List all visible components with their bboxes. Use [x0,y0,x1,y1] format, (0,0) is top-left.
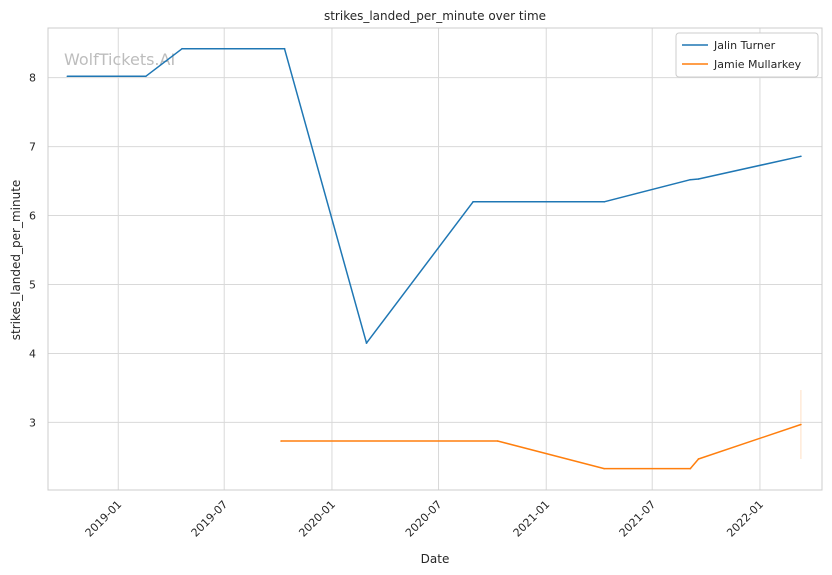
series-line-1 [281,423,802,470]
x-tick-label: 2022-01 [724,498,766,540]
data-point [144,75,147,78]
series-line-0 [67,47,802,344]
legend-label-jalin-turner: Jalin Turner [713,39,776,52]
tick-labels: 2019-01 2019-07 2020-01 2020-07 2021-01 2021-… [29,72,766,540]
y-tick-label: 3 [29,416,36,429]
data-point [603,200,606,203]
y-tick-label: 7 [29,141,36,154]
data-point [689,467,692,470]
data-point [697,178,700,180]
chart-title: strikes_landed_per_minute over time [324,9,546,23]
y-tick-label: 8 [29,72,36,85]
y-tick-label: 5 [29,279,36,292]
data-point [697,458,700,460]
data-point [472,200,474,203]
data-point [689,178,692,181]
data-point [66,75,69,78]
legend-label-jamie-mullarkey: Jamie Mullarkey [713,58,802,71]
x-tick-label: 2021-01 [511,498,553,540]
data-point [800,423,802,426]
y-tick-label: 4 [29,347,36,360]
data-point [800,155,802,158]
x-tick-label: 2020-07 [403,498,445,540]
series-layer [66,47,802,470]
data-point [181,47,183,50]
data-point [365,342,368,344]
x-tick-label: 2019-07 [189,498,231,540]
data-point [280,440,282,442]
watermark: WolfTickets.AI [64,50,175,69]
data-point [283,47,286,50]
grid [48,28,822,490]
x-axis-label: Date [421,552,450,566]
y-axis-label: strikes_landed_per_minute [9,180,23,341]
plot-frame [47,27,823,491]
x-tick-label: 2021-07 [617,498,659,540]
legend-box [675,32,819,78]
x-tick-label: 2020-01 [296,498,338,540]
data-point [496,440,499,442]
y-tick-label: 6 [29,210,36,223]
data-point [603,467,606,470]
x-tick-label: 2019-01 [83,498,125,540]
legend: Jalin Turner Jamie Mullarkey [675,32,819,78]
